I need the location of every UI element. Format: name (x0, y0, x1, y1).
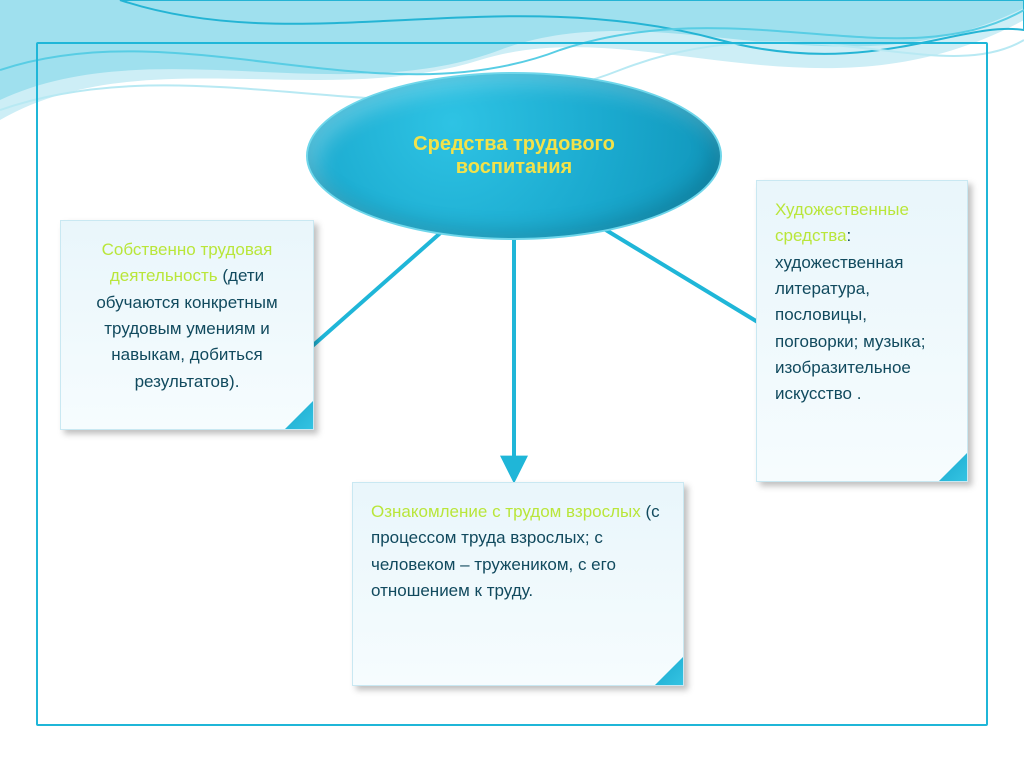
central-title-line1: Средства трудового (413, 133, 615, 156)
central-title-line2: воспитания (413, 156, 615, 179)
note-left: Собственно трудовая деятельность (дети о… (60, 220, 314, 430)
note-fold-icon (939, 453, 967, 481)
note-right-body: : художественная литература, пословицы, … (775, 226, 925, 403)
note-bottom-highlight: Ознакомление с трудом взрослых (371, 502, 645, 521)
note-bottom: Ознакомление с трудом взрослых (с процес… (352, 482, 684, 686)
note-right: Художественные средства: художественная … (756, 180, 968, 482)
diagram-frame: Средства трудового воспитания Собственно… (36, 42, 988, 726)
note-right-highlight: Художественные средства (775, 200, 909, 245)
central-ellipse: Средства трудового воспитания (306, 72, 722, 240)
note-fold-icon (655, 657, 683, 685)
note-fold-icon (285, 401, 313, 429)
